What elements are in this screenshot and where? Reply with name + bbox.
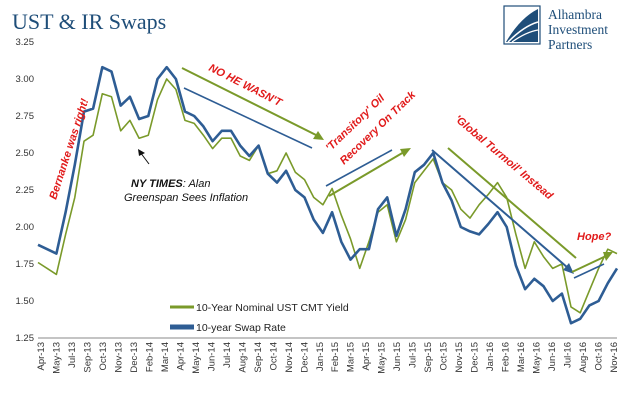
x-tick-label: Jun-14 xyxy=(206,342,217,371)
x-tick-label: Apr-14 xyxy=(175,342,186,371)
annotation-nytimes-bold: NY TIMES xyxy=(131,178,183,190)
trend-arrow-3 xyxy=(431,147,577,274)
y-tick-label: 3.25 xyxy=(16,37,35,48)
x-tick-label: Aug-14 xyxy=(237,342,248,373)
x-tick-label: Feb-15 xyxy=(330,342,341,372)
trend-arrow-2 xyxy=(325,148,411,197)
x-tick-label: May-15 xyxy=(377,342,388,374)
chart-title: UST & IR Swaps xyxy=(12,9,166,34)
x-tick-label: Apr-13 xyxy=(36,342,47,371)
annotation-nytimes: NY TIMES: Alan xyxy=(131,178,211,190)
legend-label-swap: 10-year Swap Rate xyxy=(196,322,286,334)
y-tick-label: 1.50 xyxy=(16,296,35,307)
x-tick-label: Dec-13 xyxy=(129,342,140,373)
y-tick-label: 2.50 xyxy=(16,148,35,159)
x-tick-label: Mar-14 xyxy=(160,342,171,372)
x-tick-label: May-14 xyxy=(191,342,202,374)
x-tick-label: Nov-13 xyxy=(113,342,124,373)
trend-arrow-4 xyxy=(571,252,613,279)
x-tick-label: Jun-16 xyxy=(547,342,558,371)
x-tick-label: Mar-16 xyxy=(516,342,527,372)
annotation-nytimes-arrow xyxy=(138,149,150,165)
logo-mark xyxy=(503,5,541,45)
x-axis: Apr-13 May-13 Jul-13 Sep-13 Oct-13 Nov-13 Dec-… xyxy=(36,342,620,374)
x-tick-label: Oct-14 xyxy=(268,342,279,371)
x-tick-label: May-13 xyxy=(51,342,62,374)
x-tick-label: Jan-15 xyxy=(315,342,326,371)
legend: 10-Year Nominal UST CMT Yield 10-year Sw… xyxy=(170,302,349,334)
x-tick-label: Sep-15 xyxy=(423,342,434,373)
x-tick-label: Jul-15 xyxy=(408,342,419,368)
series-line-swap-rate xyxy=(37,65,619,325)
annotation-greenspan: Greenspan Sees Inflation xyxy=(124,192,248,204)
x-tick-label: Jul-14 xyxy=(222,342,233,368)
annotation-nytimes-rest: : Alan xyxy=(183,178,211,190)
series-line-ust-yield xyxy=(37,78,618,314)
x-tick-label: Dec-14 xyxy=(299,342,310,373)
x-tick-label: Feb-16 xyxy=(501,342,512,372)
x-tick-label: Jul-13 xyxy=(67,342,78,368)
x-tick-label: Dec-15 xyxy=(470,342,481,373)
x-tick-label: Oct-15 xyxy=(439,342,450,371)
trend-arrow-1 xyxy=(181,67,324,149)
x-tick-label: Jun-15 xyxy=(392,342,403,371)
logo-line-3: Partners xyxy=(548,37,592,52)
x-tick-label: Jul-16 xyxy=(563,342,574,368)
x-tick-label: Jan-16 xyxy=(485,342,496,371)
x-tick-label: Nov-14 xyxy=(284,342,295,373)
y-tick-label: 2.75 xyxy=(16,111,35,122)
logo: Alhambra Investment Partners xyxy=(503,5,608,52)
y-tick-label: 1.25 xyxy=(16,333,35,344)
x-tick-label: Aug-16 xyxy=(578,342,589,373)
y-tick-label: 3.00 xyxy=(16,74,35,85)
y-tick-label: 2.25 xyxy=(16,185,35,196)
x-tick-label: Nov-16 xyxy=(609,342,620,373)
series-lines xyxy=(37,65,619,325)
annotations: Bernanke was right! NY TIMES: Alan Green… xyxy=(47,62,613,279)
x-tick-label: Apr-15 xyxy=(361,342,372,371)
x-tick-label: Nov-15 xyxy=(454,342,465,373)
annotation-hope: Hope? xyxy=(577,231,612,243)
y-tick-label: 1.75 xyxy=(16,259,35,270)
x-tick-label: Sep-13 xyxy=(82,342,93,373)
y-axis: 1.25 1.50 1.75 2.00 2.25 2.50 2.75 3.00 3.25 xyxy=(16,37,617,344)
legend-label-ust: 10-Year Nominal UST CMT Yield xyxy=(196,302,349,314)
x-tick-label: Oct-16 xyxy=(594,342,605,371)
x-tick-label: Oct-13 xyxy=(98,342,109,371)
annotation-global-turmoil: 'Global Turmoil' Instead xyxy=(452,113,555,202)
x-tick-label: Mar-15 xyxy=(346,342,357,372)
x-tick-label: Feb-14 xyxy=(144,342,155,372)
x-tick-label: May-16 xyxy=(532,342,543,374)
y-tick-label: 2.00 xyxy=(16,222,35,233)
logo-line-2: Investment xyxy=(548,22,608,37)
annotation-bernanke: Bernanke was right! xyxy=(47,97,91,201)
logo-line-1: Alhambra xyxy=(548,7,602,22)
x-tick-label: Sep-14 xyxy=(253,342,264,373)
